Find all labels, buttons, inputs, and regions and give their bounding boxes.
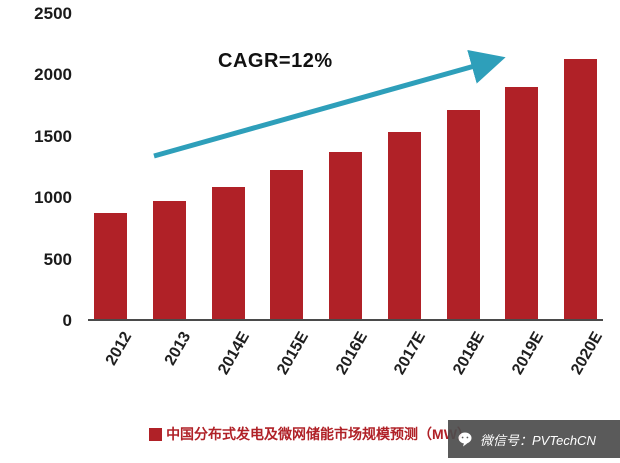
bar-2016E <box>329 152 362 319</box>
legend-label: 中国分布式发电及微网储能市场规模预测（MW） <box>166 426 471 442</box>
plot-area: 2012 2013 2014E 2015E 2016E 2017E 2018E 2019E 20… <box>88 14 606 378</box>
wechat-icon <box>458 432 472 447</box>
x-tick-label: 2013 <box>161 329 195 369</box>
bar-2013 <box>152 201 186 319</box>
bar-2018E <box>446 110 480 319</box>
legend-swatch <box>149 427 163 441</box>
trend-arrow-icon <box>153 49 506 159</box>
bar-slot: 2016E <box>329 14 371 378</box>
x-tick-label: 2012 <box>103 329 136 369</box>
y-tick-label: 1000 <box>34 188 72 208</box>
x-tick-label: 2015E <box>274 329 312 378</box>
x-tick-label: 2016E <box>332 329 371 378</box>
bar-slot: 2014E <box>211 14 253 378</box>
x-tick-label: 2014E <box>215 329 254 378</box>
watermark-text: 微信号：PVTechCN <box>480 432 596 448</box>
bar-2014E <box>211 186 245 319</box>
x-tick-label: 2019E <box>509 329 547 378</box>
bar-2017E <box>387 132 421 319</box>
bar-slot: 2017E <box>387 14 429 378</box>
bar-2019E <box>505 87 539 319</box>
x-tick-label: 2020E <box>567 329 606 378</box>
x-tick-label: 2017E <box>391 329 430 378</box>
bar-slot: 2015E <box>270 14 312 378</box>
y-tick-label: 0 <box>62 311 72 330</box>
bar-slot: 2019E <box>505 14 547 378</box>
bar-slot: 2012 <box>94 14 136 368</box>
bar-2020E <box>564 58 597 319</box>
bar-2012 <box>94 212 127 319</box>
bar-slot: 2018E <box>446 14 488 378</box>
bar-slot: 2013 <box>152 14 194 368</box>
watermark: 微信号：PVTechCN <box>448 420 620 458</box>
legend: 中国分布式发电及微网储能市场规模预测（MW） <box>0 424 620 444</box>
y-tick-label: 500 <box>43 249 72 269</box>
x-tick-label: 2018E <box>450 329 489 378</box>
trend-line <box>153 49 506 159</box>
y-tick-label: 1500 <box>34 126 72 146</box>
cagr-label: CAGR=12% <box>218 50 333 72</box>
bar-slot: 2020E <box>564 14 606 378</box>
bar-2015E <box>270 170 304 319</box>
y-axis: 0 500 1000 1500 2000 2500 <box>0 4 76 330</box>
y-tick-label: 2500 <box>34 4 72 23</box>
y-tick-label: 2000 <box>34 65 72 85</box>
